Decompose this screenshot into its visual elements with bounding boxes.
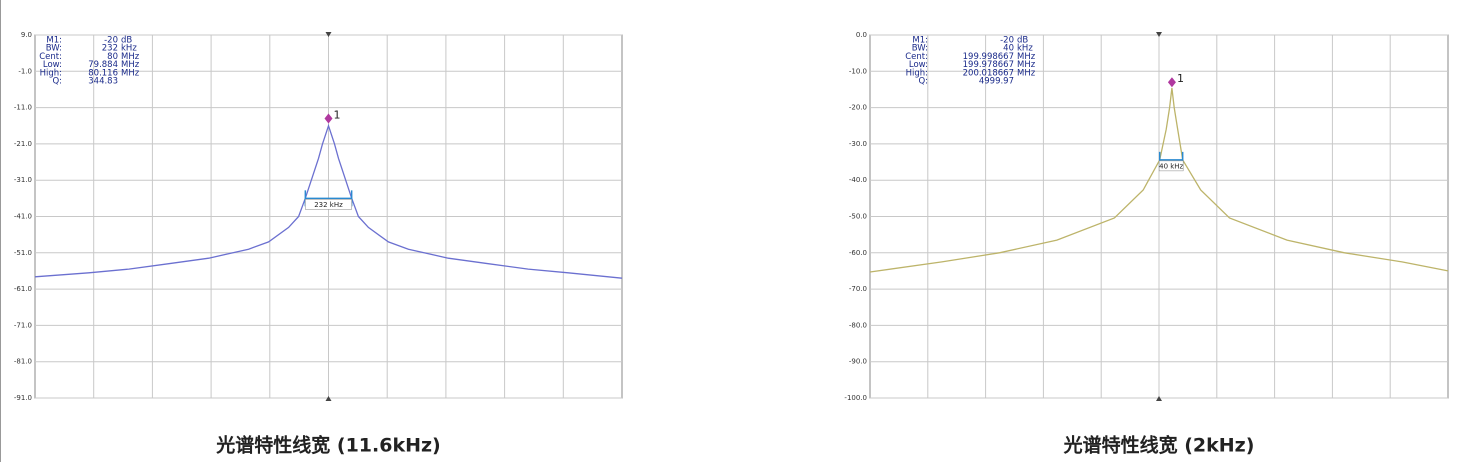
marker-table-cell: 199.998667 xyxy=(963,52,1014,62)
marker-table-cell: -20 xyxy=(1000,36,1014,46)
marker-table-cell: Q: xyxy=(52,77,62,87)
marker-table-cell: M1: xyxy=(912,36,928,46)
y-tick-label: -20.0 xyxy=(849,104,867,112)
y-tick-label: -41.0 xyxy=(14,213,32,221)
marker-table-cell: kHz xyxy=(121,44,137,54)
marker-table-cell: dB xyxy=(1017,36,1028,46)
marker-table-cell: kHz xyxy=(1017,44,1033,54)
spectrum-line xyxy=(34,123,623,279)
bottom-triangle xyxy=(1156,396,1162,401)
y-tick-label: -91.0 xyxy=(14,394,32,402)
marker-table-cell: BW: xyxy=(912,44,928,54)
y-tick-label: -40.0 xyxy=(849,176,867,184)
y-tick-label: -80.0 xyxy=(849,321,867,329)
bottom-triangle xyxy=(325,396,332,401)
marker-table-cell: Low: xyxy=(43,60,62,70)
marker-label: 1 xyxy=(1177,72,1184,85)
y-tick-label: -90.0 xyxy=(849,358,867,366)
y-tick-label: -50.0 xyxy=(849,213,867,221)
marker xyxy=(324,113,333,124)
marker-table-cell: 40 xyxy=(1003,44,1014,54)
marker-table-cell: 80 xyxy=(107,52,118,62)
marker-table-cell: Cent: xyxy=(905,52,928,62)
marker-table-cell: Cent: xyxy=(39,52,62,62)
marker-table-cell: High: xyxy=(906,68,928,78)
marker-table-cell: MHz xyxy=(1017,60,1036,70)
y-tick-label: -60.0 xyxy=(849,249,867,257)
marker-table-cell: MHz xyxy=(121,60,140,70)
y-tick-label: -100.0 xyxy=(844,394,867,402)
marker-table-cell: 80.116 xyxy=(88,68,118,78)
marker xyxy=(1167,77,1176,88)
marker-table-cell: MHz xyxy=(1017,52,1036,62)
top-triangle xyxy=(1156,32,1162,37)
marker-table-cell: MHz xyxy=(121,68,140,78)
y-tick-label: -61.0 xyxy=(14,285,32,293)
y-tick-label: -81.0 xyxy=(14,358,32,366)
y-tick-label: -11.0 xyxy=(14,104,32,112)
marker-table-cell: dB xyxy=(121,36,132,46)
y-tick-label: -70.0 xyxy=(849,285,867,293)
marker-table-cell: 199.978667 xyxy=(963,60,1014,70)
y-tick-label: -21.0 xyxy=(14,140,32,148)
y-tick-label: -71.0 xyxy=(14,321,32,329)
marker-table-cell: Q: xyxy=(918,77,928,87)
marker-table-cell: MHz xyxy=(121,52,140,62)
bandwidth-label: 40 kHz xyxy=(1159,162,1183,170)
y-tick-label: -10.0 xyxy=(849,67,867,75)
caption: 光谱特性线宽 (2kHz) xyxy=(1063,434,1255,457)
marker-table-cell: MHz xyxy=(1017,68,1036,78)
top-triangle xyxy=(325,32,332,37)
marker-table-cell: BW: xyxy=(46,44,62,54)
marker-table-cell: 200.018667 xyxy=(963,68,1014,78)
marker-table-cell: -20 xyxy=(104,36,118,46)
y-tick-label: -51.0 xyxy=(14,249,32,257)
marker-table-cell: 344.83 xyxy=(88,77,118,87)
caption: 光谱特性线宽 (11.6kHz) xyxy=(215,434,440,457)
spectrum-line xyxy=(869,87,1449,273)
marker-table-cell: 4999.97 xyxy=(979,77,1014,87)
marker-table-cell: 232 xyxy=(102,44,118,54)
marker-table-cell: 79.884 xyxy=(88,60,118,70)
y-tick-label: -1.0 xyxy=(18,67,32,75)
marker-label: 1 xyxy=(334,108,341,121)
marker-table-cell: M1: xyxy=(46,36,62,46)
marker-table-cell: Low: xyxy=(909,60,928,70)
y-tick-label: -30.0 xyxy=(849,140,867,148)
bandwidth-label-box xyxy=(305,199,352,210)
y-tick-label: -31.0 xyxy=(14,176,32,184)
y-tick-label: 9.0 xyxy=(21,31,32,39)
marker-table-cell: High: xyxy=(40,68,62,78)
y-tick-label: 0.0 xyxy=(856,31,867,39)
bandwidth-label-box xyxy=(1158,160,1184,172)
bandwidth-label: 232 kHz xyxy=(314,201,343,209)
